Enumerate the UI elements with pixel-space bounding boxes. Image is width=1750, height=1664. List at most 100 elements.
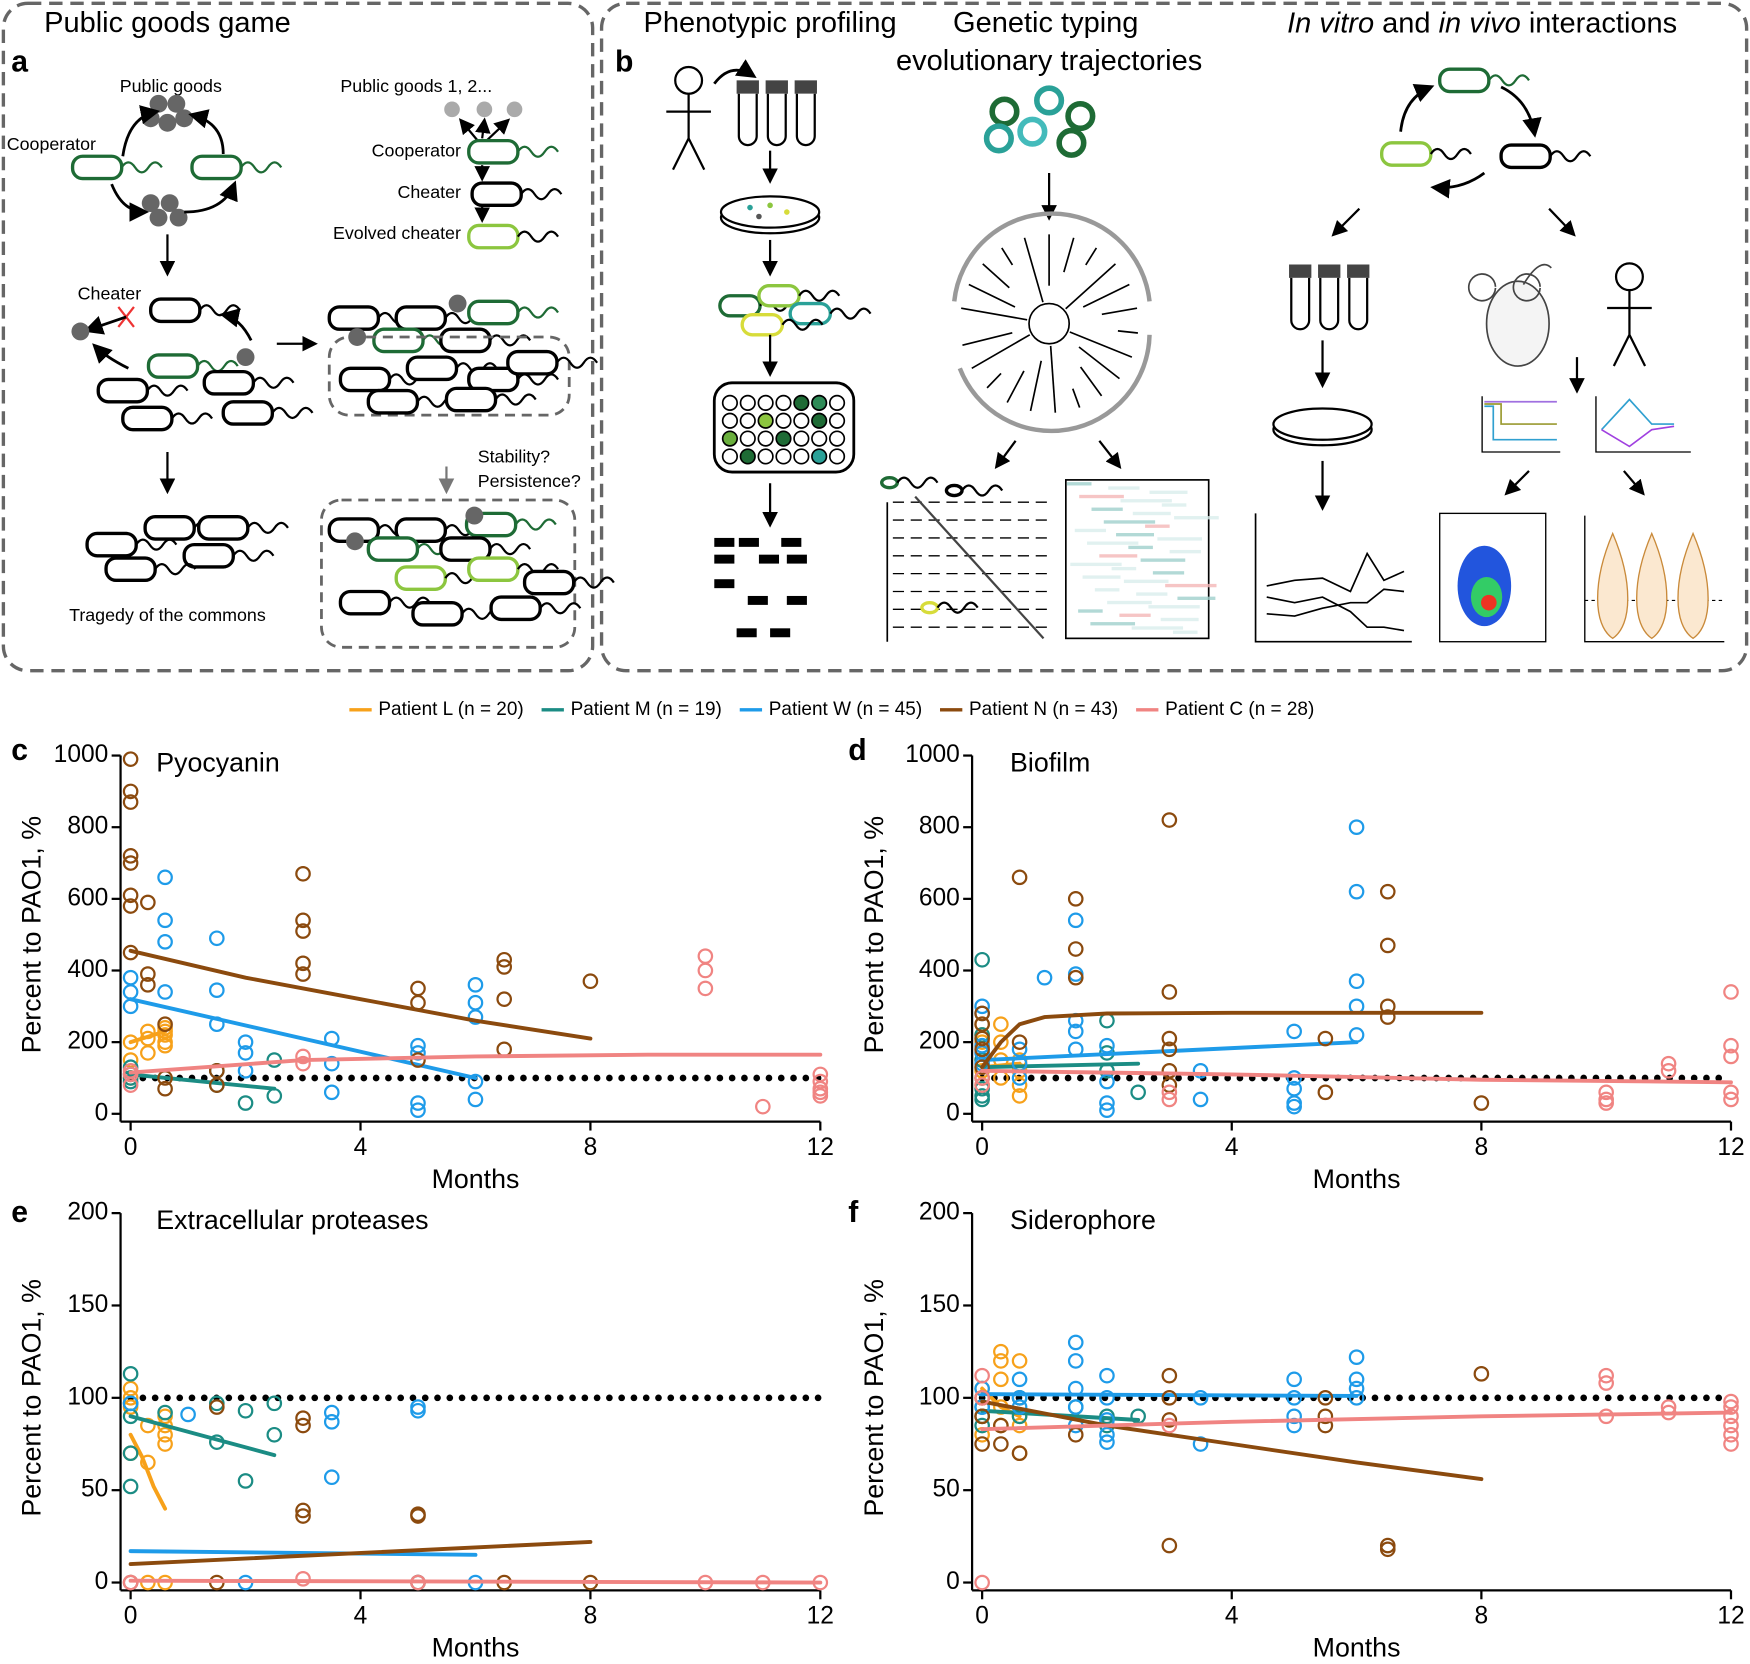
- fit-line: [980, 1410, 1733, 1432]
- bacterium: [394, 305, 448, 331]
- small-chart: [1595, 396, 1691, 453]
- well: [739, 394, 756, 411]
- data-point: [180, 1406, 196, 1423]
- x-tick-label: 4: [1225, 1134, 1239, 1161]
- data-point: [1723, 1436, 1739, 1452]
- y-tick-label: 200: [67, 1028, 108, 1055]
- data-point: [140, 1045, 156, 1061]
- data-point: [467, 1009, 484, 1025]
- data-point: [410, 980, 426, 997]
- arrow: [1500, 85, 1542, 138]
- fit-line: [128, 1029, 168, 1045]
- arrow: [121, 105, 161, 157]
- label: Cheater: [397, 182, 461, 202]
- data-point: [1067, 912, 1084, 929]
- phenotype-bar: [738, 537, 759, 547]
- arrow: [994, 440, 1017, 470]
- section-title: In vitro and in vivo interactions: [1287, 7, 1677, 39]
- data-point: [467, 1091, 484, 1108]
- data-point: [1099, 1073, 1115, 1090]
- flagellum: [489, 334, 532, 347]
- chart-title: Extracellular proteases: [156, 1205, 428, 1235]
- heatmap-cell: [1079, 494, 1124, 499]
- tree-branch: [1023, 237, 1044, 303]
- well: [793, 394, 810, 411]
- data-point: [1598, 1367, 1614, 1384]
- tree-branch: [1082, 283, 1130, 308]
- data-point: [974, 1417, 990, 1434]
- tree-branch: [971, 334, 1031, 370]
- data-point: [1161, 1537, 1178, 1554]
- arrow: [713, 59, 757, 85]
- bacterium: [96, 377, 150, 404]
- heatmap-cell: [1140, 558, 1186, 562]
- heatmap-cell: [1149, 490, 1188, 494]
- data-point: [974, 1030, 990, 1047]
- data-point: [993, 1343, 1009, 1360]
- data-point: [496, 1041, 513, 1058]
- bacterium: [467, 299, 520, 326]
- bacterium: [718, 294, 762, 318]
- data-point: [993, 1436, 1009, 1452]
- public-good: [149, 208, 168, 227]
- legend: Patient L (n = 20) Patient M (n = 19) Pati…: [349, 699, 1314, 720]
- data-point: [974, 1574, 990, 1591]
- bacterium: [70, 154, 124, 181]
- tube-cap: [1347, 264, 1370, 278]
- data-point: [237, 1095, 254, 1111]
- flagellum: [120, 161, 163, 174]
- flagellum: [896, 476, 939, 489]
- bacterium: [740, 313, 785, 337]
- tree-branch: [1078, 346, 1120, 380]
- data-point: [1161, 1084, 1178, 1101]
- heatmap-cell: [1103, 520, 1156, 524]
- bacterium: [405, 355, 459, 382]
- data-point: [209, 930, 225, 947]
- data-point: [1379, 1541, 1396, 1558]
- bacterium: [470, 181, 523, 208]
- data-point: [1067, 1023, 1084, 1040]
- data-point: [974, 1041, 990, 1058]
- flagellum: [494, 393, 537, 406]
- data-point: [157, 1404, 173, 1421]
- small-line: [1600, 398, 1675, 431]
- legend-label: Patient M (n = 19): [571, 699, 722, 720]
- data-point: [122, 794, 139, 810]
- chart: 0 50 100 150 200 0 4 8 12 Months Percent to PAO1, …: [848, 1196, 1744, 1662]
- data-point: [1723, 1037, 1739, 1054]
- panel-title: Public goods game: [44, 7, 291, 39]
- fit-line: [128, 1072, 277, 1091]
- heatmap-cell: [1131, 626, 1184, 630]
- heatmap-cell: [1136, 592, 1168, 596]
- bacterium: [788, 301, 833, 326]
- well: [793, 430, 810, 447]
- bacterium: [1499, 143, 1552, 170]
- fit-line: [980, 1068, 1733, 1085]
- x-tick-label: 0: [975, 1603, 989, 1630]
- data-point: [1011, 1390, 1028, 1406]
- data-point: [1286, 1023, 1302, 1040]
- public-good: [506, 101, 523, 118]
- bacterium: [143, 515, 196, 541]
- data-point: [410, 1095, 426, 1111]
- bacterium: [104, 556, 157, 583]
- genome: [1065, 101, 1096, 132]
- panel-label: e: [11, 1196, 28, 1229]
- section-title: Phenotypic profiling: [644, 7, 897, 39]
- flagellum: [516, 306, 559, 319]
- well: [775, 394, 792, 411]
- line-chart: [1254, 513, 1412, 643]
- legend-label: Patient L (n = 20): [378, 699, 523, 720]
- phenotype-bar: [714, 537, 735, 547]
- flagellum: [154, 563, 197, 576]
- data-point: [1286, 1070, 1302, 1086]
- well: [793, 412, 810, 429]
- data-point: [122, 751, 139, 767]
- public-good: [236, 348, 255, 367]
- data-point: [1286, 1390, 1302, 1406]
- y-tick-label: 50: [81, 1476, 108, 1503]
- small-chart: [1584, 515, 1725, 643]
- heatmap-cell: [1091, 507, 1123, 511]
- well: [811, 448, 828, 465]
